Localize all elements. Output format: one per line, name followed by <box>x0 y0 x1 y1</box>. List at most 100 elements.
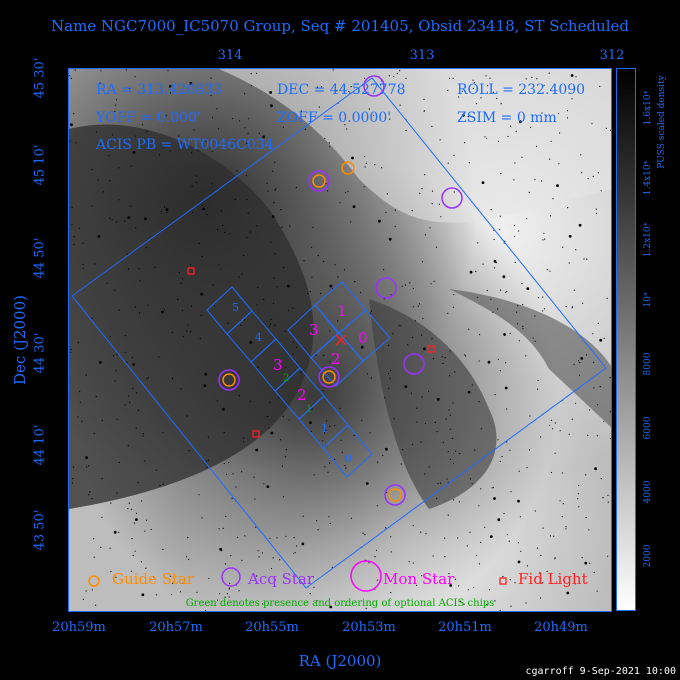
chip-label-i2: 2 <box>331 350 341 368</box>
star-dot <box>329 330 331 332</box>
star-dot <box>320 292 322 294</box>
star-dot <box>505 291 507 293</box>
star-dot <box>274 579 276 581</box>
star-dot <box>410 392 412 394</box>
star-dot <box>329 284 333 288</box>
star-dot <box>484 136 486 138</box>
star-dot <box>323 260 325 263</box>
star-dot <box>160 210 163 213</box>
star-dot <box>128 502 130 504</box>
star-dot <box>476 296 478 298</box>
star-dot <box>329 361 331 363</box>
star-dot <box>274 324 276 326</box>
star-dot <box>351 156 354 160</box>
star-dot <box>192 211 194 213</box>
star-dot <box>516 323 519 325</box>
star-dot <box>390 536 392 538</box>
star-dot <box>109 547 111 549</box>
star-dot <box>360 345 364 349</box>
star-dot <box>99 82 101 84</box>
star-dot <box>329 522 331 525</box>
star-dot <box>262 135 266 139</box>
star-dot <box>509 579 511 581</box>
star-dot <box>518 340 520 342</box>
star-dot <box>292 307 294 309</box>
star-dot <box>101 478 103 480</box>
star-dot <box>430 283 432 285</box>
star-dot <box>102 191 104 193</box>
star-dot <box>324 466 326 468</box>
star-dot <box>536 78 538 80</box>
star-dot <box>542 527 544 529</box>
star-dot <box>268 325 270 327</box>
star-dot <box>269 91 272 94</box>
star-dot <box>153 576 155 578</box>
star-dot <box>497 358 499 360</box>
star-dot <box>394 225 396 227</box>
star-dot <box>390 370 392 372</box>
star-dot <box>207 459 209 461</box>
star-dot <box>444 357 446 359</box>
star-dot <box>531 76 533 78</box>
star-dot <box>255 526 257 528</box>
star-dot <box>408 561 410 563</box>
star-dot <box>478 360 480 362</box>
star-dot <box>471 384 473 386</box>
star-dot <box>109 180 111 182</box>
star-dot <box>607 494 609 496</box>
star-dot <box>447 89 449 91</box>
star-dot <box>596 590 598 592</box>
star-dot <box>263 483 265 485</box>
star-dot <box>359 291 362 293</box>
star-dot <box>236 170 238 172</box>
star-dot <box>312 226 314 229</box>
star-dot <box>481 181 485 184</box>
star-dot <box>300 371 302 373</box>
star-dot <box>568 262 570 264</box>
star-dot <box>243 319 246 321</box>
star-dot <box>437 483 439 485</box>
star-dot <box>124 335 126 337</box>
star-dot <box>269 537 271 539</box>
star-dot <box>400 325 402 327</box>
star-dot <box>485 75 487 77</box>
star-dot <box>138 268 140 270</box>
star-dot <box>454 371 456 373</box>
star-dot <box>106 282 108 284</box>
star-dot <box>239 120 241 122</box>
star-dot <box>465 355 467 357</box>
star-dot <box>504 386 508 390</box>
star-dot <box>492 311 494 313</box>
star-dot <box>210 77 212 79</box>
star-dot <box>365 607 367 610</box>
star-dot <box>449 375 451 377</box>
chip-label-5: 5 <box>232 301 239 314</box>
star-dot <box>325 429 327 431</box>
star-dot <box>537 297 540 299</box>
star-dot <box>198 242 200 245</box>
star-dot <box>539 572 541 574</box>
star-dot <box>284 366 286 368</box>
star-dot <box>472 79 474 81</box>
star-dot <box>412 287 414 290</box>
star-dot <box>517 542 519 544</box>
star-dot <box>610 438 611 440</box>
star-dot <box>329 605 333 609</box>
star-dot <box>574 402 577 405</box>
star-dot <box>453 191 455 193</box>
bottom-tick-20h49m: 20h49m <box>534 620 588 635</box>
star-dot <box>135 306 137 308</box>
star-dot <box>411 336 413 338</box>
star-dot <box>497 308 499 310</box>
star-dot <box>130 205 132 207</box>
star-dot <box>281 226 283 228</box>
star-dot <box>442 362 444 365</box>
star-dot <box>372 114 375 117</box>
star-dot <box>146 130 148 133</box>
star-dot <box>316 520 318 522</box>
star-dot <box>432 358 434 360</box>
star-dot <box>128 88 130 90</box>
star-dot <box>442 441 444 443</box>
star-dot <box>473 586 475 589</box>
